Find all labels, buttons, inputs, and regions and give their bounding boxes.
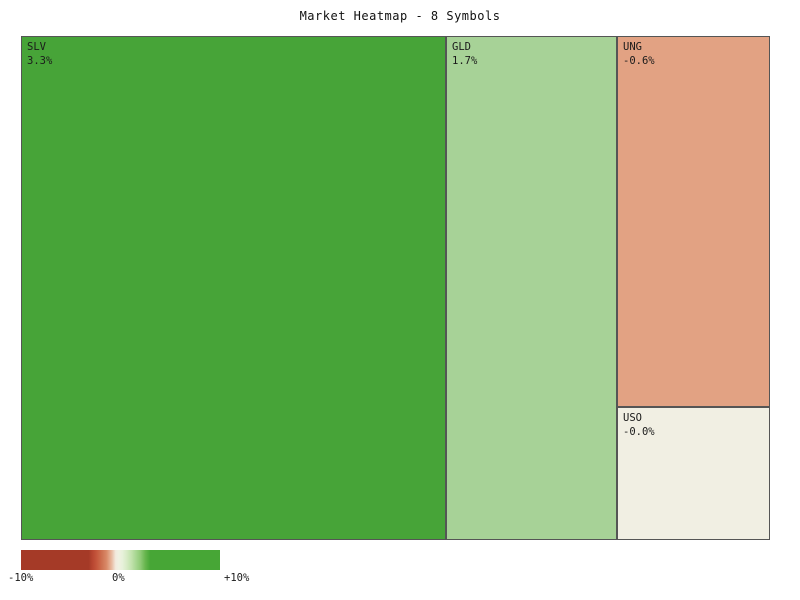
tile-slv[interactable]: SLV 3.3% (21, 36, 446, 540)
tile-change: -0.6% (623, 55, 655, 67)
legend-max-label: +10% (224, 572, 250, 584)
tile-ung[interactable]: UNG -0.6% (617, 36, 770, 407)
tile-symbol: GLD (452, 41, 471, 53)
tile-gld[interactable]: GLD 1.7% (446, 36, 617, 540)
colorbar-gradient (21, 550, 220, 570)
legend-zero-label: 0% (112, 572, 125, 584)
tile-uso[interactable]: USO -0.0% (617, 407, 770, 540)
treemap: SLV 3.3% GLD 1.7% UNG -0.6% USO -0.0% (21, 36, 770, 540)
colorbar-legend: -10% 0% +10% (0, 550, 800, 595)
tile-symbol: UNG (623, 41, 642, 53)
tile-change: 1.7% (452, 55, 478, 67)
tile-symbol: SLV (27, 41, 46, 53)
tile-symbol: USO (623, 412, 642, 424)
tile-change: 3.3% (27, 55, 53, 67)
legend-min-label: -10% (8, 572, 34, 584)
chart-title: Market Heatmap - 8 Symbols (299, 9, 501, 23)
tile-change: -0.0% (623, 426, 655, 438)
